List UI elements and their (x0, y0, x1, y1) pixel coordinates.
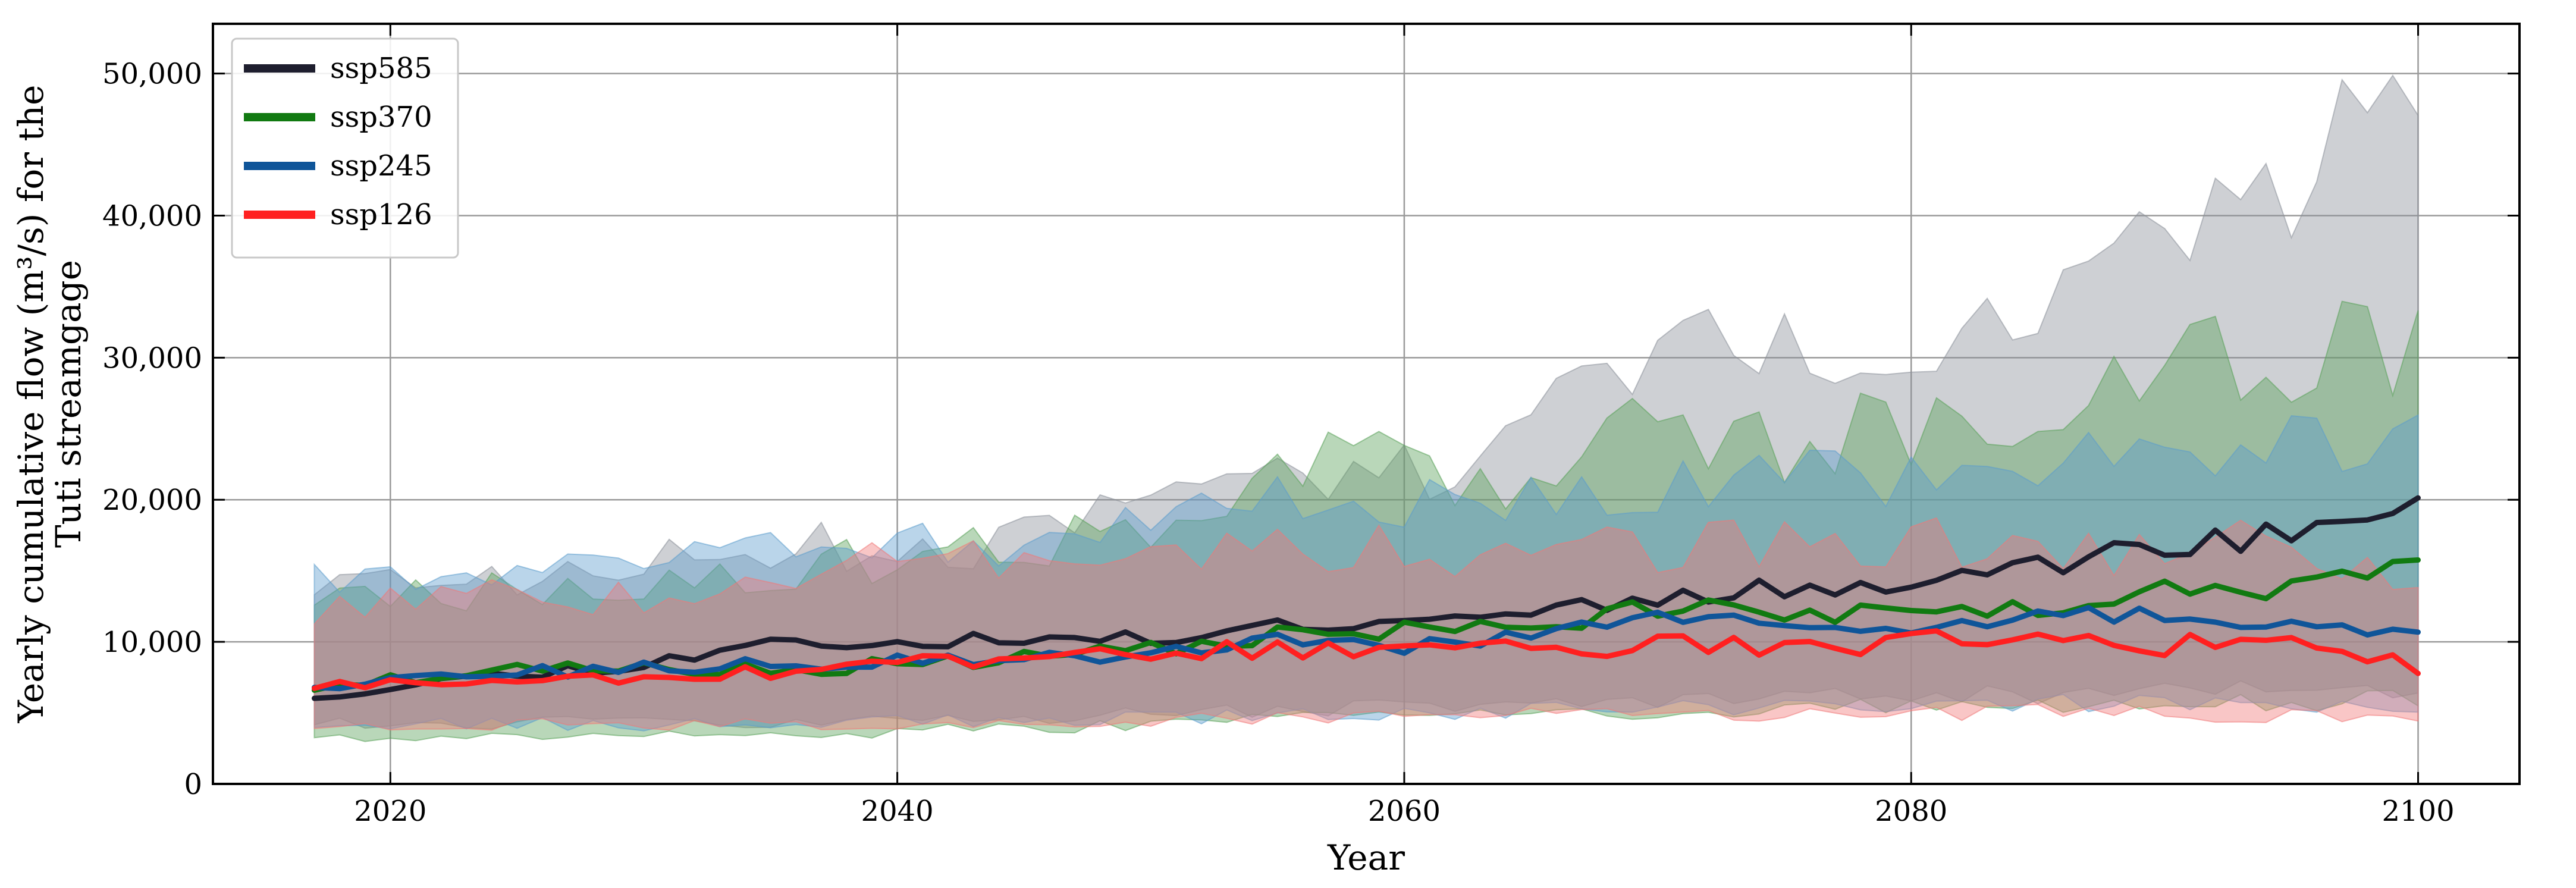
y-tick-label: 40,000 (102, 199, 202, 233)
y-tick-label: 30,000 (102, 341, 202, 375)
y-tick-label: 0 (184, 768, 202, 801)
x-axis-label: Year (1327, 837, 1405, 878)
axis-ticks: 2020 2040 2060 2080 2100 0 10,000 20,000 30,000 4… (102, 24, 2519, 828)
ssp245-line (312, 605, 2421, 692)
legend-entry-ssp245: ssp245 (244, 149, 432, 183)
x-tick-label: 2020 (354, 795, 426, 828)
legend-label: ssp585 (330, 52, 432, 85)
legend-label: ssp370 (330, 101, 432, 134)
ssp126-line (312, 628, 2421, 691)
y-tick-label: 50,000 (102, 58, 202, 91)
y-axis-label-line-1: Yearly cumulative flow (m³/s) for the (11, 85, 51, 724)
legend-entry-ssp585: ssp585 (244, 52, 432, 85)
legend-entry-ssp126: ssp126 (244, 198, 432, 231)
y-tick-label: 10,000 (102, 626, 202, 659)
series-lines (312, 495, 2421, 701)
legend-entry-ssp370: ssp370 (244, 101, 432, 134)
x-tick-label: 2060 (1368, 795, 1441, 828)
legend-label: ssp245 (330, 149, 432, 183)
grid (213, 24, 2519, 785)
legend-box (231, 37, 459, 259)
x-tick-label: 2080 (1875, 795, 1947, 828)
y-tick-label: 20,000 (102, 484, 202, 517)
ssp585-line (312, 495, 2421, 701)
x-tick-label: 2100 (2382, 795, 2454, 828)
x-tick-label: 2040 (861, 795, 934, 828)
plot-frame (212, 23, 2521, 785)
y-axis-label-line-2: Tuti streamgage (48, 260, 89, 548)
y-axis-label: Yearly cumulative flow (m³/s) for the Tu… (11, 85, 89, 724)
legend-label: ssp126 (330, 198, 432, 231)
legend: ssp585 ssp370 ssp245 ssp126 (231, 37, 459, 259)
